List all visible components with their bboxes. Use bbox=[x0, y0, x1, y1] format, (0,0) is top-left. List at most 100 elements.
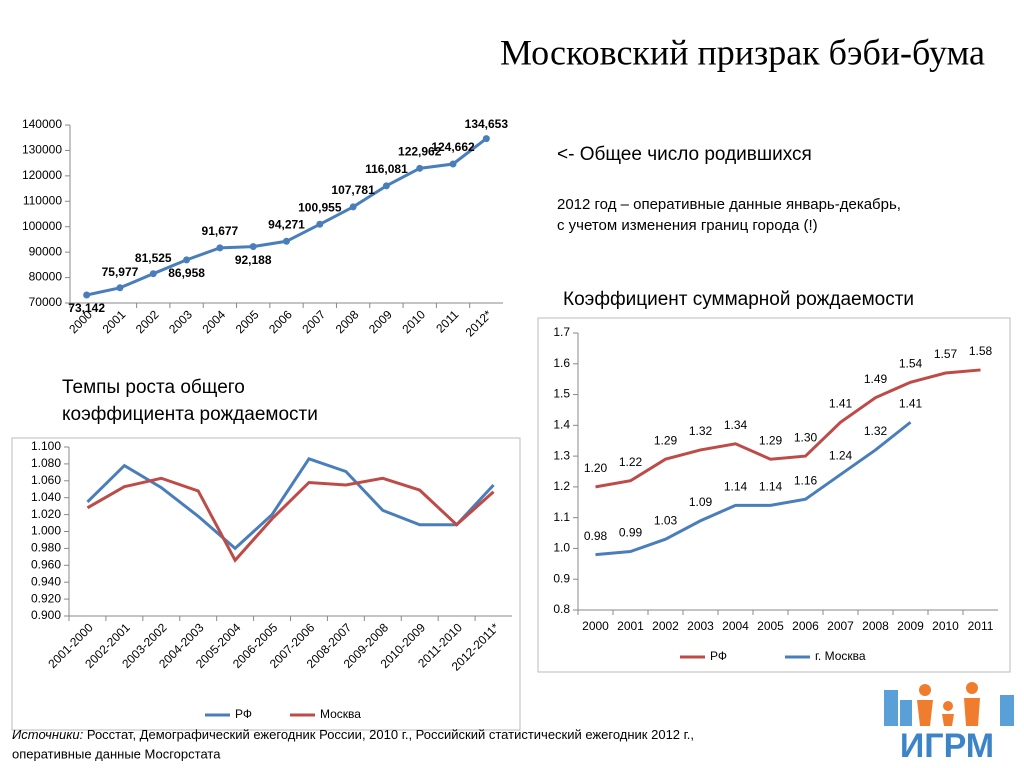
data-label: 1.22 bbox=[619, 455, 643, 469]
y-tick-label: 1.1 bbox=[553, 510, 570, 524]
chart-title: Коэффициент суммарной рождаемости bbox=[563, 289, 914, 310]
y-tick-label: 1.080 bbox=[31, 456, 61, 470]
x-tick-label: 2002 bbox=[133, 307, 162, 336]
y-tick-label: 90000 bbox=[29, 244, 63, 258]
y-tick-label: 1.0 bbox=[553, 541, 570, 555]
chart-title: Темпы роста общего bbox=[62, 377, 245, 398]
x-tick-label: 2008 bbox=[333, 307, 362, 336]
x-tick-label: 2004 bbox=[199, 307, 228, 336]
x-tick-label: 2010 bbox=[932, 619, 959, 633]
y-tick-label: 1.060 bbox=[31, 473, 61, 487]
x-tick-label: 2005 bbox=[233, 307, 262, 336]
x-tick-label: 2002 bbox=[652, 619, 679, 633]
data-label: 73,142 bbox=[68, 301, 105, 315]
series-line bbox=[595, 421, 912, 557]
x-tick-label: 2007 bbox=[299, 307, 328, 336]
point bbox=[83, 291, 91, 299]
data-label: 1.09 bbox=[689, 495, 713, 509]
point bbox=[249, 243, 257, 251]
y-tick-label: 80000 bbox=[29, 270, 63, 284]
data-label: 92,188 bbox=[235, 253, 272, 267]
x-tick-label: 2006 bbox=[792, 619, 819, 633]
data-label: 0.98 bbox=[584, 529, 608, 543]
series-line bbox=[86, 476, 495, 563]
x-tick-label: 2004 bbox=[722, 619, 749, 633]
x-tick-label: 2006 bbox=[266, 307, 295, 336]
point bbox=[482, 135, 490, 143]
legend-label: г. Москва bbox=[815, 649, 866, 663]
point bbox=[382, 182, 390, 190]
data-label: 86,958 bbox=[168, 266, 205, 280]
data-label: 81,525 bbox=[135, 251, 172, 265]
legend-label: РФ bbox=[710, 649, 727, 663]
sources-text: Росстат, Демографический ежегодник Росси… bbox=[83, 727, 694, 742]
y-tick-label: 140000 bbox=[22, 117, 62, 131]
data-label: 1.30 bbox=[794, 430, 818, 444]
chart-title: коэффициента рождаемости bbox=[62, 404, 318, 425]
logo-icons bbox=[884, 682, 1014, 726]
data-label: 134,653 bbox=[465, 117, 509, 131]
y-tick-label: 1.3 bbox=[553, 448, 570, 462]
point bbox=[216, 244, 224, 252]
point bbox=[316, 220, 324, 228]
point bbox=[116, 284, 124, 292]
point bbox=[349, 203, 357, 211]
data-label: 0.99 bbox=[619, 526, 643, 540]
x-tick-label: 2009 bbox=[897, 619, 924, 633]
data-label: 1.54 bbox=[899, 356, 923, 370]
x-tick-label: 2011 bbox=[968, 619, 994, 633]
data-label: 1.34 bbox=[724, 418, 748, 432]
y-tick-label: 1.4 bbox=[553, 418, 570, 432]
y-tick-label: 100000 bbox=[22, 219, 62, 233]
x-tick-label: 2012* bbox=[463, 307, 495, 339]
x-tick-label: 2010 bbox=[399, 307, 428, 336]
x-tick-label: 2000 bbox=[582, 619, 609, 633]
data-label: 122,962 bbox=[398, 144, 442, 158]
series-line bbox=[86, 457, 495, 551]
y-tick-label: 0.8 bbox=[553, 602, 570, 616]
note: <- Общее число родившихся bbox=[557, 144, 812, 165]
point bbox=[149, 270, 157, 278]
y-tick-label: 0.920 bbox=[31, 591, 61, 605]
x-tick-label: 2011 bbox=[433, 307, 461, 335]
data-label: 75,977 bbox=[102, 265, 139, 279]
y-tick-label: 1.6 bbox=[553, 356, 570, 370]
slide-title: Московский призрак бэби-бума bbox=[500, 32, 985, 72]
data-label: 1.24 bbox=[829, 449, 853, 463]
y-tick-label: 1.040 bbox=[31, 490, 61, 504]
point bbox=[283, 237, 290, 245]
y-tick-label: 110000 bbox=[23, 193, 62, 207]
y-tick-label: 120000 bbox=[22, 168, 62, 182]
data-label: 1.16 bbox=[794, 473, 818, 487]
logo: ИГРМ bbox=[900, 727, 994, 765]
note-line: 2012 год – оперативные данные январь-дек… bbox=[557, 196, 901, 213]
note-line: с учетом изменения границ города (!) bbox=[557, 217, 818, 234]
y-tick-label: 1.5 bbox=[553, 387, 570, 401]
x-tick-label: 2005 bbox=[757, 619, 784, 633]
y-tick-label: 0.900 bbox=[31, 608, 61, 622]
sources: Источники: Росстат, Демографический ежег… bbox=[12, 727, 694, 742]
x-tick-label: 2003 bbox=[687, 619, 714, 633]
data-label: 1.29 bbox=[654, 433, 678, 447]
y-tick-label: 0.980 bbox=[31, 541, 61, 555]
x-tick-label: 2003 bbox=[166, 307, 195, 336]
data-label: 1.58 bbox=[969, 344, 993, 358]
chart-frame bbox=[537, 317, 1011, 673]
data-label: 100,955 bbox=[298, 200, 342, 214]
data-label: 107,781 bbox=[331, 183, 375, 197]
data-label: 116,081 bbox=[365, 162, 408, 176]
y-tick-label: 0.940 bbox=[31, 574, 61, 588]
x-tick-label: 2008 bbox=[862, 619, 889, 633]
y-tick-label: 0.960 bbox=[31, 557, 61, 571]
data-label: 91,677 bbox=[202, 224, 239, 238]
y-tick-label: 1.100 bbox=[31, 439, 61, 453]
legend-label: Москва bbox=[320, 707, 361, 721]
y-tick-label: 70000 bbox=[29, 295, 63, 309]
data-label: 124,662 bbox=[431, 140, 475, 154]
data-label: 94,271 bbox=[268, 217, 305, 231]
data-label: 1.32 bbox=[864, 424, 888, 438]
y-tick-label: 1.020 bbox=[31, 507, 61, 521]
data-label: 1.03 bbox=[654, 513, 678, 527]
data-label: 1.41 bbox=[829, 396, 853, 410]
